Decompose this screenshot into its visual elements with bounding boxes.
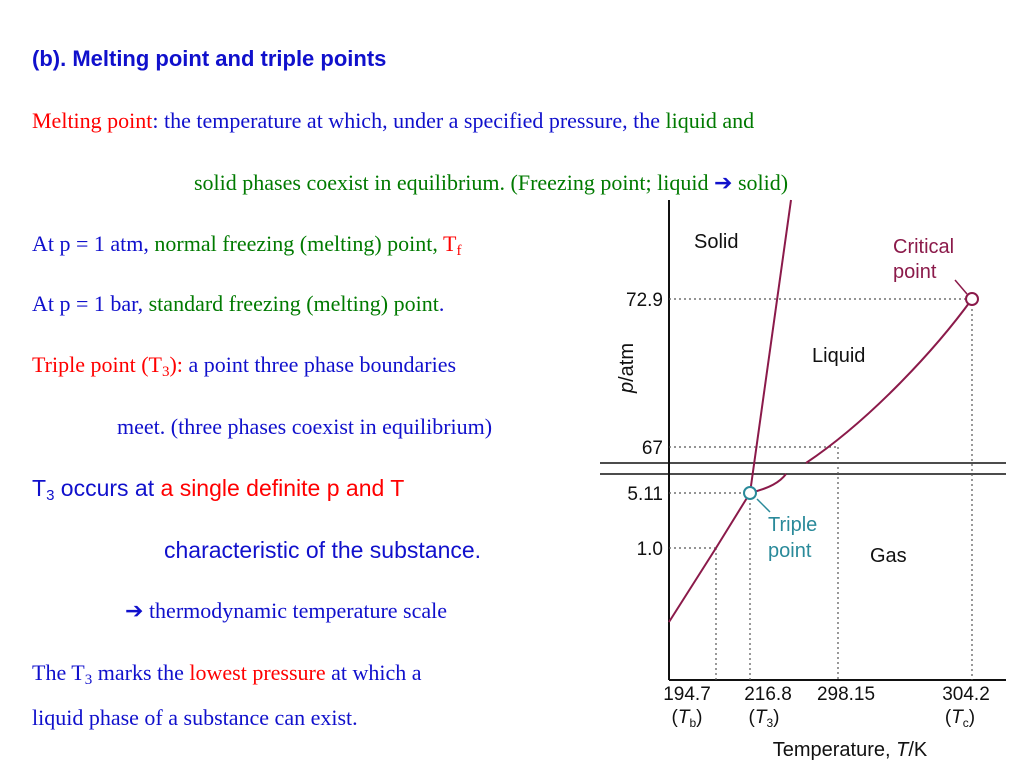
- lowest-pressure-text: lowest pressure: [189, 660, 326, 685]
- t3-sublabel: (T3): [749, 707, 780, 730]
- tb-sublabel: (Tb): [672, 707, 703, 730]
- bar-prefix: At p = 1 bar,: [32, 291, 144, 316]
- critical-point-label-line-2: point: [893, 261, 937, 283]
- tc-sublabel: (Tc): [945, 707, 975, 730]
- triple-point-label-line-1: Triple: [768, 514, 817, 536]
- definite-p-t-text: a single definite p and T: [160, 475, 405, 501]
- critical-point-pointer: [954, 279, 968, 295]
- y-tick-label: 5.11: [627, 484, 663, 505]
- bar-line: At p = 1 bar, standard freezing (melting…: [32, 291, 444, 317]
- y-tick-label: 67: [642, 438, 663, 459]
- liquid-and-text: liquid and: [665, 108, 755, 133]
- definition-text: : the temperature at which, under a spec…: [152, 108, 661, 133]
- bar-middle: standard freezing (melting) point: [143, 291, 439, 316]
- solid-text: solid): [732, 170, 789, 195]
- gas-region-label: Gas: [870, 545, 907, 567]
- triple-point-marker: [743, 486, 757, 500]
- definition-line-2: solid phases coexist in equilibrium. (Fr…: [194, 170, 788, 196]
- liquid-phase-line: liquid phase of a substance can exist.: [32, 705, 358, 730]
- atm-prefix: At p = 1 atm,: [32, 231, 149, 256]
- definition-line-2-text: solid phases coexist in equilibrium. (Fr…: [194, 170, 714, 195]
- solid-region-label: Solid: [694, 231, 738, 253]
- y-axis-label: p/atm: [616, 343, 638, 394]
- liquid-region-label: Liquid: [812, 345, 865, 367]
- lowest-pressure-line: The T3 marks the lowest pressure at whic…: [32, 660, 422, 688]
- sublimation-curve: [668, 492, 751, 623]
- y-tick-label: 72.9: [626, 290, 663, 311]
- atm-line: At p = 1 atm, normal freezing (melting) …: [32, 231, 462, 259]
- phase-diagram: Solid Liquid Gas Critical point Triple p…: [600, 199, 1006, 761]
- triple-point-term: Triple point (T3):: [32, 352, 183, 380]
- x-axis-label: Temperature, T/K: [773, 739, 928, 761]
- occurs-at-text: occurs at: [54, 475, 161, 501]
- x-tick-label: 194.7: [663, 684, 711, 705]
- right-arrow-icon: ➔: [714, 170, 733, 195]
- triple-definition-text: a point three phase boundaries: [182, 352, 457, 377]
- atm-middle: normal freezing (melting) point,: [148, 231, 443, 256]
- t3-symbol: T3: [32, 475, 55, 504]
- y-tick-label: 1.0: [637, 539, 663, 560]
- triple-point-definition: Triple point (T3): a point three phase b…: [32, 352, 457, 380]
- temperature-scale-line: ➔ thermodynamic temperature scale: [125, 598, 447, 624]
- right-arrow-icon: ➔: [125, 598, 144, 623]
- triple-point-pointer: [756, 498, 771, 513]
- x-tick-label: 304.2: [942, 684, 990, 705]
- x-tick-label: 298.15: [817, 684, 875, 705]
- vaporization-curve-upper: [805, 298, 973, 464]
- triple-point-label-line-2: point: [768, 540, 812, 562]
- scale-text: thermodynamic temperature scale: [143, 598, 448, 623]
- t3-marks-prefix: The T3 marks the: [32, 660, 190, 688]
- lowest-rest-text: at which a: [325, 660, 422, 685]
- t3-occurs-line: T3 occurs at a single definite p and T: [32, 475, 405, 504]
- characteristic-line: characteristic of the substance.: [164, 537, 482, 563]
- slide-heading: (b). Melting point and triple points: [32, 46, 387, 71]
- critical-point-label-line-1: Critical: [893, 236, 954, 258]
- definition-line-1: Melting point: the temperature at which,…: [32, 108, 754, 134]
- x-tick-label: 216.8: [744, 684, 792, 705]
- melting-curve: [749, 199, 792, 494]
- tf-symbol: Tf: [442, 231, 462, 259]
- melting-point-term: Melting point: [32, 108, 153, 133]
- bar-dot: .: [438, 291, 445, 316]
- triple-definition-line-2: meet. (three phases coexist in equilibri…: [117, 414, 493, 439]
- dotted-guides: [669, 298, 973, 680]
- critical-point-marker: [965, 292, 979, 306]
